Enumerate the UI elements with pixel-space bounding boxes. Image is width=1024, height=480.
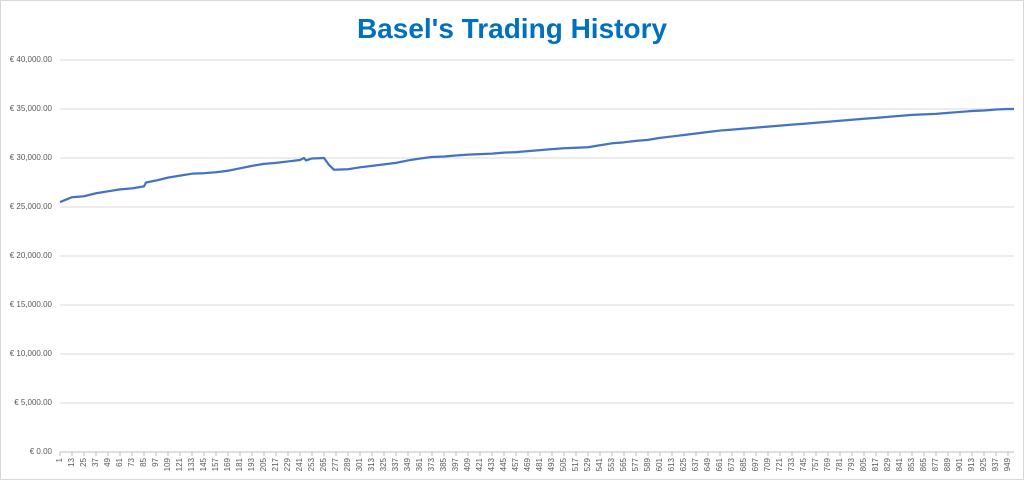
y-tick-label: € 30,000.00: [10, 153, 53, 162]
x-tick-label: 265: [319, 457, 328, 471]
x-tick-label: 301: [355, 457, 364, 471]
x-tick-label: 385: [439, 457, 448, 471]
y-tick-label: € 0.00: [30, 447, 53, 456]
x-tick-label: 901: [955, 457, 964, 471]
x-tick-label: 865: [919, 457, 928, 471]
x-tick-label: 505: [559, 457, 568, 471]
x-tick-label: 553: [607, 457, 616, 471]
x-tick-label: 529: [583, 457, 592, 471]
x-tick-label: 841: [895, 457, 904, 471]
x-tick-label: 601: [655, 457, 664, 471]
x-tick-label: 277: [331, 457, 340, 471]
x-tick-label: 1: [55, 457, 64, 462]
x-tick-label: 805: [859, 457, 868, 471]
y-tick-label: € 5,000.00: [14, 398, 52, 407]
x-tick-label: 145: [199, 457, 208, 471]
x-tick-label: 781: [835, 457, 844, 471]
x-tick-label: 685: [739, 457, 748, 471]
x-tick-label: 565: [619, 457, 628, 471]
y-tick-label: € 25,000.00: [10, 202, 53, 211]
y-tick-label: € 10,000.00: [10, 349, 53, 358]
y-tick-label: € 40,000.00: [10, 55, 53, 64]
x-tick-label: 709: [763, 457, 772, 471]
x-tick-label: 409: [463, 457, 472, 471]
x-tick-label: 481: [535, 457, 544, 471]
x-tick-label: 673: [727, 457, 736, 471]
chart-title: Basel's Trading History: [357, 13, 668, 44]
x-tick-label: 157: [211, 457, 220, 471]
x-tick-label: 589: [643, 457, 652, 471]
x-tick-label: 349: [403, 457, 412, 471]
x-tick-label: 445: [499, 457, 508, 471]
x-tick-label: 373: [427, 457, 436, 471]
x-tick-label: 817: [871, 457, 880, 471]
x-tick-label: 829: [883, 457, 892, 471]
x-tick-label: 733: [787, 457, 796, 471]
x-tick-label: 253: [307, 457, 316, 471]
x-tick-label: 205: [259, 457, 268, 471]
x-tick-label: 25: [79, 457, 88, 466]
x-tick-label: 361: [415, 457, 424, 471]
y-tick-label: € 20,000.00: [10, 251, 53, 260]
x-tick-label: 877: [931, 457, 940, 471]
x-tick-label: 133: [187, 457, 196, 471]
data-line: [59, 107, 1014, 204]
x-tick-label: 577: [631, 457, 640, 471]
x-tick-label: 517: [571, 457, 580, 471]
x-tick-label: 73: [127, 457, 136, 466]
x-tick-label: 625: [679, 457, 688, 471]
x-tick-label: 109: [163, 457, 172, 471]
x-tick-label: 337: [391, 457, 400, 471]
x-tick-label: 649: [703, 457, 712, 471]
x-tick-label: 745: [799, 457, 808, 471]
x-tick-label: 889: [943, 457, 952, 471]
x-tick-label: 313: [367, 457, 376, 471]
x-tick-label: 181: [235, 457, 244, 471]
x-tick-label: 433: [487, 457, 496, 471]
x-tick-label: 769: [823, 457, 832, 471]
x-tick-label: 397: [451, 457, 460, 471]
x-tick-label: 85: [139, 457, 148, 466]
x-tick-label: 37: [91, 457, 100, 466]
x-tick-label: 169: [223, 457, 232, 471]
x-tick-label: 217: [271, 457, 280, 471]
x-tick-label: 541: [595, 457, 604, 471]
x-tick-label: 193: [247, 457, 256, 471]
x-tick-label: 661: [715, 457, 724, 471]
x-tick-label: 853: [907, 457, 916, 471]
x-tick-label: 97: [151, 457, 160, 466]
x-tick-label: 949: [1003, 457, 1012, 471]
x-tick-label: 121: [175, 457, 184, 471]
y-tick-label: € 15,000.00: [10, 300, 53, 309]
x-tick-label: 229: [283, 457, 292, 471]
x-tick-label: 49: [103, 457, 112, 466]
x-tick-label: 61: [115, 457, 124, 466]
x-tick-label: 925: [979, 457, 988, 471]
x-tick-label: 913: [967, 457, 976, 471]
x-tick-label: 613: [667, 457, 676, 471]
x-tick-label: 289: [343, 457, 352, 471]
x-tick-label: 721: [775, 457, 784, 471]
x-tick-label: 469: [523, 457, 532, 471]
y-tick-label: € 35,000.00: [10, 104, 53, 113]
x-tick-label: 757: [811, 457, 820, 471]
x-tick-label: 421: [475, 457, 484, 471]
x-tick-label: 457: [511, 457, 520, 471]
x-tick-label: 637: [691, 457, 700, 471]
x-tick-label: 325: [379, 457, 388, 471]
x-tick-label: 937: [991, 457, 1000, 471]
x-tick-label: 697: [751, 457, 760, 471]
x-tick-label: 793: [847, 457, 856, 471]
x-tick-label: 13: [67, 457, 76, 466]
x-tick-label: 241: [295, 457, 304, 471]
x-tick-label: 493: [547, 457, 556, 471]
